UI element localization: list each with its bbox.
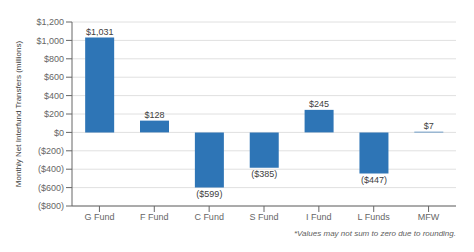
svg-text:MFW: MFW [418,212,440,222]
svg-text:$1,000: $1,000 [36,36,64,46]
svg-text:($447): ($447) [361,175,387,185]
svg-text:S Fund: S Fund [249,212,278,222]
svg-text:$200: $200 [44,109,64,119]
svg-text:F Fund: F Fund [140,212,169,222]
svg-text:$128: $128 [145,110,165,120]
svg-text:C Fund: C Fund [194,212,224,222]
svg-text:($800): ($800) [38,201,64,211]
svg-text:Monthly Net Interfund Transfer: Monthly Net Interfund Transfers (million… [14,41,23,188]
svg-text:$1,200: $1,200 [36,17,64,27]
svg-text:($600): ($600) [38,183,64,193]
svg-text:$800: $800 [44,54,64,64]
svg-text:($400): ($400) [38,164,64,174]
svg-text:$1,031: $1,031 [86,27,114,37]
svg-text:$7: $7 [424,121,434,131]
html-text:*Values may not sum to zero du: *Values may not sum to zero due to round… [294,229,456,238]
svg-text:$245: $245 [309,99,329,109]
svg-text:$600: $600 [44,72,64,82]
svg-text:I Fund: I Fund [306,212,332,222]
svg-text:($200): ($200) [38,146,64,156]
svg-text:G Fund: G Fund [84,212,114,222]
svg-text:$0: $0 [54,128,64,138]
svg-text:L Funds: L Funds [358,212,391,222]
svg-text:$400: $400 [44,91,64,101]
svg-text:($385): ($385) [251,169,277,179]
svg-text:($599): ($599) [196,189,222,199]
